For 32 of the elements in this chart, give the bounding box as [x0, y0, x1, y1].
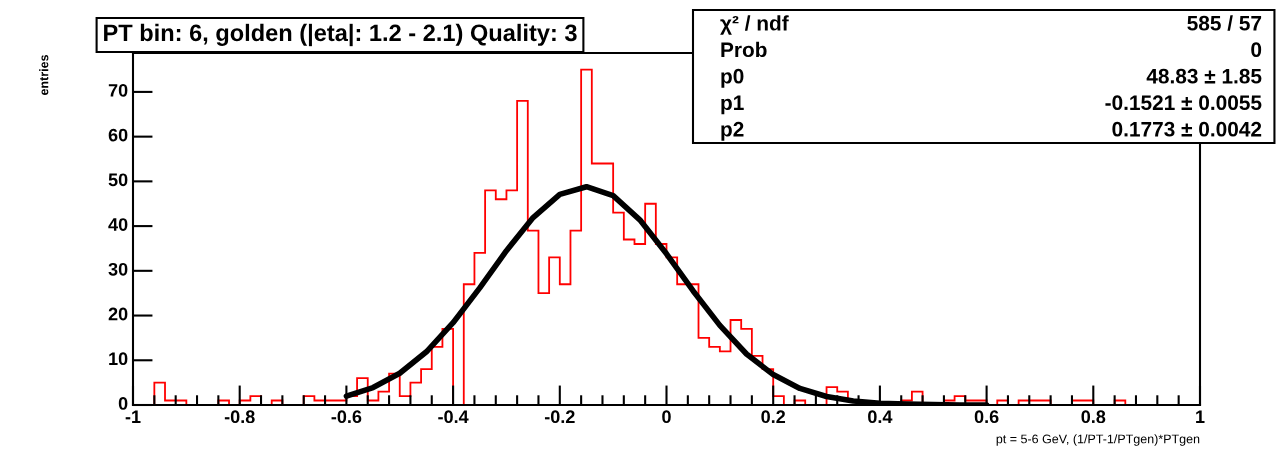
x-tick-label: 1 [1196, 410, 1205, 423]
text: 585 / 57 [1187, 15, 1262, 31]
y-tick-label: 60 [108, 128, 128, 142]
x-tick-label: 0.8 [1081, 410, 1106, 424]
x-tick-label: -0.8 [224, 410, 255, 424]
annotation: -0.1521 ± 0.0055 [1105, 95, 1262, 111]
annotation: 48.83 ± 1.85 [1146, 68, 1262, 84]
annotation: p0 [721, 68, 744, 88]
annotation: p2 [721, 121, 744, 141]
x-tick-label: -0.4 [438, 410, 469, 424]
chart-title: PT bin: 6, golden (|eta|: 1.2 - 2.1) Quality: 3 [104, 23, 577, 47]
text: χ² / ndf [720, 15, 789, 35]
x-tick-label: -0.6 [331, 410, 362, 424]
annotation: p1 [721, 95, 744, 115]
y-axis-title: entries [39, 55, 49, 96]
x-tick-label: 0.2 [761, 410, 786, 424]
y-tick-label: 0 [118, 397, 128, 410]
x-tick-label: 0.6 [974, 410, 999, 424]
text: 0 [1251, 42, 1262, 58]
y-tick-label: 50 [108, 173, 128, 187]
x-tick-label: -0.2 [544, 410, 575, 424]
y-tick-label: 30 [108, 262, 128, 276]
y-tick-label: 20 [108, 307, 128, 321]
y-tick-label: 70 [108, 83, 128, 97]
x-axis-title: pt = 5-6 GeV, (1/PT-1/PTgen)*PTgen [996, 434, 1200, 446]
annotation: Prob [721, 41, 767, 58]
y-tick-label: 10 [109, 352, 128, 366]
y-tick-label: 40 [108, 218, 128, 231]
annotation: 0.1773 ± 0.0042 [1112, 121, 1262, 137]
x-tick-label: -1 [125, 410, 141, 423]
x-tick-label: 0.4 [868, 410, 893, 424]
x-tick-label: 0 [662, 410, 671, 424]
